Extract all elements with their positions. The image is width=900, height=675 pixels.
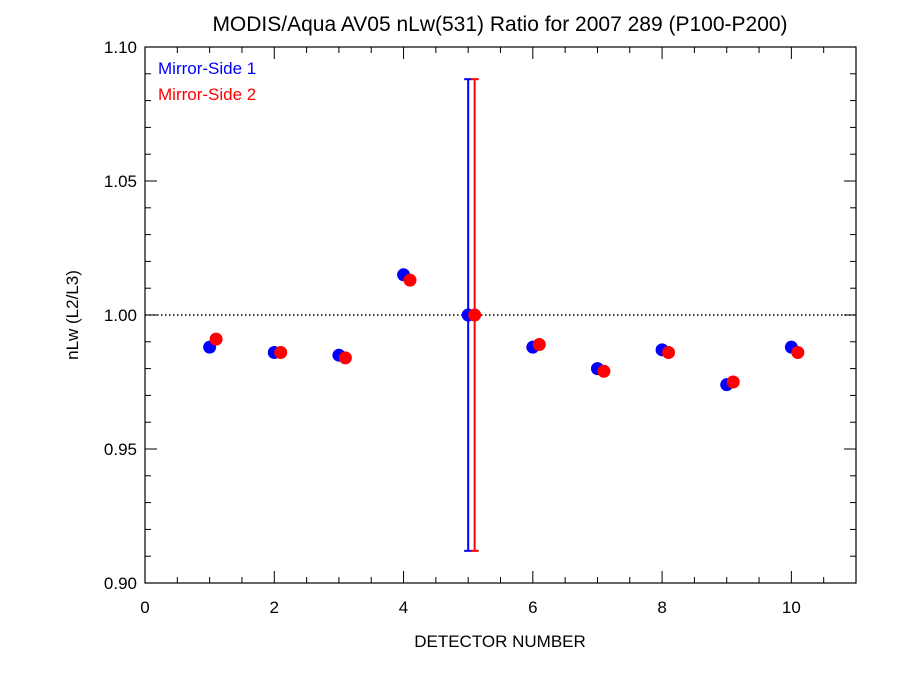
x-tick-label: 10 (782, 598, 801, 617)
y-tick-label: 0.90 (104, 574, 137, 593)
chart-title: MODIS/Aqua AV05 nLw(531) Ratio for 2007 … (212, 13, 787, 36)
x-tick-label: 8 (657, 598, 666, 617)
legend: Mirror-Side 1 Mirror-Side 2 (158, 59, 256, 104)
point-series-2 (403, 273, 417, 287)
point-series-2 (274, 346, 288, 360)
x-axis-label: DETECTOR NUMBER (414, 632, 586, 651)
x-tick-label: 2 (270, 598, 279, 617)
point-series-2 (662, 346, 676, 360)
axis-ticks (144, 46, 857, 584)
legend-mirror-side-2: Mirror-Side 2 (158, 85, 256, 104)
point-series-2 (209, 332, 223, 346)
point-series-2 (791, 346, 805, 360)
data-points (203, 268, 805, 392)
y-tick-label: 1.05 (104, 172, 137, 191)
legend-mirror-side-1: Mirror-Side 1 (158, 59, 256, 78)
point-series-2 (597, 364, 611, 378)
point-series-2 (468, 308, 482, 322)
x-tick-label: 6 (528, 598, 537, 617)
y-tick-label: 1.00 (104, 306, 137, 325)
y-tick-label: 1.10 (104, 38, 137, 57)
x-tick-label: 4 (399, 598, 408, 617)
point-series-2 (726, 375, 740, 389)
y-axis-label: nLw (L2/L3) (63, 270, 82, 360)
x-tick-labels: 0 2 4 6 8 10 (140, 598, 801, 617)
y-tick-label: 0.95 (104, 440, 137, 459)
point-series-2 (532, 337, 546, 351)
x-tick-label: 0 (140, 598, 149, 617)
y-tick-labels: 0.90 0.95 1.00 1.05 1.10 (104, 38, 137, 593)
point-series-2 (338, 351, 352, 365)
